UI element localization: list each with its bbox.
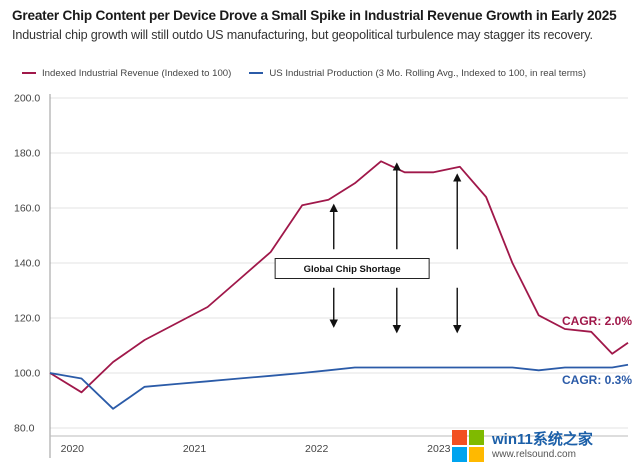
legend-swatch-production [249, 72, 264, 74]
annotation-label: Global Chip Shortage [304, 264, 401, 275]
y-tick-label: 200.0 [14, 93, 40, 105]
y-tick-label: 120.0 [14, 313, 40, 325]
cagr-label-production: CAGR: 0.3% [562, 373, 632, 387]
x-tick-label: 2020 [61, 443, 85, 455]
y-tick-label: 80.0 [14, 423, 35, 435]
x-tick-label: 2022 [305, 443, 329, 455]
x-tick-label: 2021 [183, 443, 207, 455]
windows-logo-icon [450, 428, 486, 464]
chart-title: Greater Chip Content per Device Drove a … [12, 8, 617, 23]
watermark: win11系统之家 www.relsound.com [450, 424, 634, 468]
legend-swatch-revenue [22, 72, 36, 74]
legend-item-revenue: Indexed Industrial Revenue (Indexed to 1… [22, 68, 231, 79]
legend-item-production: US Industrial Production (3 Mo. Rolling … [249, 68, 586, 79]
series-line-1 [49, 363, 629, 410]
annotation-box [274, 258, 430, 279]
cagr-label-revenue: CAGR: 2.0% [562, 314, 632, 328]
series-line-0 [49, 160, 629, 394]
watermark-url: www.relsound.com [492, 449, 576, 460]
watermark-main: win11系统之家 [492, 431, 593, 448]
y-tick-label: 100.0 [14, 368, 40, 380]
x-tick-label: 2023 [427, 443, 451, 455]
y-tick-label: 140.0 [14, 258, 40, 270]
chart-subtitle: Industrial chip growth will still outdo … [12, 28, 593, 42]
legend-label-revenue: Indexed Industrial Revenue (Indexed to 1… [42, 67, 232, 79]
chart-legend: Indexed Industrial Revenue (Indexed to 1… [22, 66, 632, 80]
y-tick-label: 160.0 [14, 203, 40, 215]
legend-label-production: US Industrial Production (3 Mo. Rolling … [269, 67, 586, 79]
y-tick-label: 180.0 [14, 148, 40, 160]
